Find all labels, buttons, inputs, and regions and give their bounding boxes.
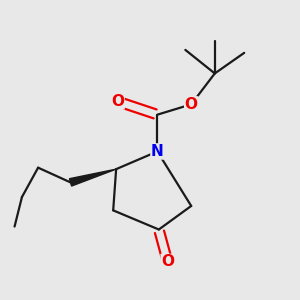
Polygon shape <box>69 169 116 186</box>
Text: O: O <box>161 254 174 269</box>
Text: O: O <box>185 97 198 112</box>
Text: O: O <box>111 94 124 109</box>
Text: N: N <box>151 144 164 159</box>
